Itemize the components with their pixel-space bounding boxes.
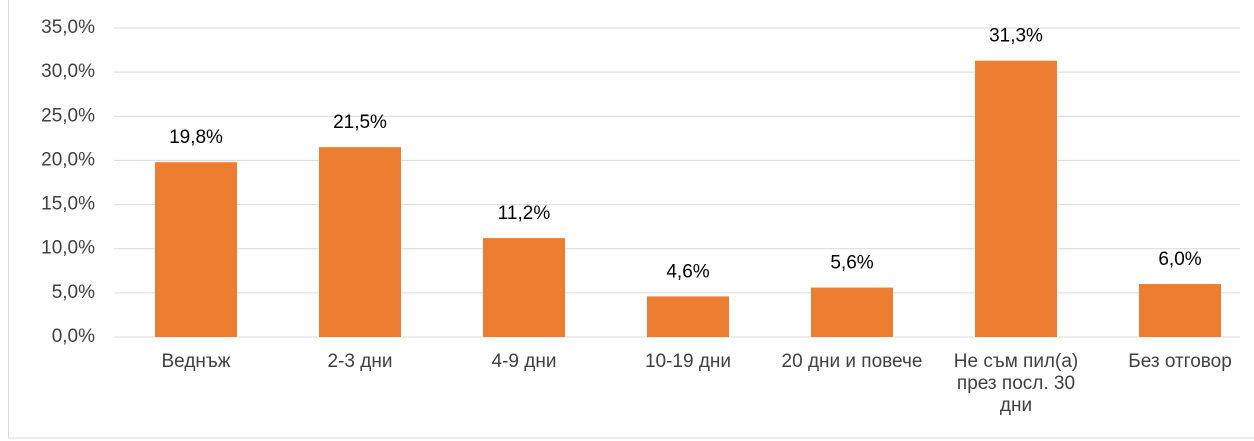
y-tick-label: 5,0%	[52, 282, 95, 303]
x-tick-label: 10-19 дни	[644, 351, 732, 372]
chart-border	[8, 0, 1254, 439]
y-tick-label: 0,0%	[52, 326, 95, 347]
x-tick-label: 4-9 дни	[491, 351, 557, 372]
x-tick-label: 20 дни и повече	[781, 351, 923, 372]
bar	[319, 147, 401, 337]
data-label: 31,3%	[989, 26, 1043, 47]
bar	[155, 162, 237, 337]
bar	[647, 296, 729, 337]
data-label: 21,5%	[333, 112, 387, 133]
data-label: 19,8%	[169, 127, 223, 148]
data-label: 5,6%	[830, 253, 873, 274]
bar	[1139, 284, 1221, 337]
data-label: 6,0%	[1158, 249, 1201, 270]
x-tick-label: 2-3 дни	[327, 351, 393, 372]
y-tick-label: 15,0%	[41, 194, 95, 215]
x-tick-label: Без отговор	[1128, 351, 1232, 372]
bar	[811, 287, 893, 337]
bar	[483, 238, 565, 337]
y-tick-label: 30,0%	[41, 61, 95, 82]
bar	[975, 60, 1057, 338]
data-label: 4,6%	[666, 261, 709, 282]
data-label: 11,2%	[498, 203, 551, 224]
y-tick-label: 10,0%	[41, 238, 95, 259]
y-tick-label: 25,0%	[41, 105, 95, 126]
y-tick-label: 20,0%	[41, 149, 95, 170]
x-tick-label: Веднъж	[161, 351, 231, 372]
x-tick-label: Не съм пил(а) през посл. 30 дни	[953, 351, 1079, 416]
y-tick-label: 35,0%	[41, 17, 95, 38]
